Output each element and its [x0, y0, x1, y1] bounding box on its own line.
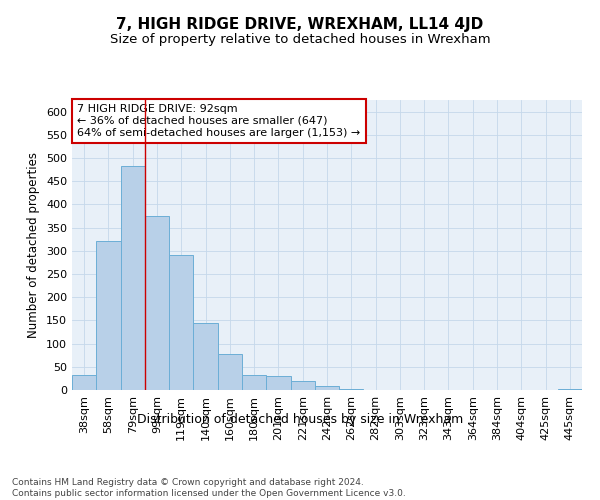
Bar — [121, 166, 145, 390]
Bar — [558, 389, 582, 390]
Bar — [242, 374, 266, 390]
Bar — [96, 240, 121, 390]
Text: Contains HM Land Registry data © Crown copyright and database right 2024.
Contai: Contains HM Land Registry data © Crown c… — [12, 478, 406, 498]
Text: 7, HIGH RIDGE DRIVE, WREXHAM, LL14 4JD: 7, HIGH RIDGE DRIVE, WREXHAM, LL14 4JD — [116, 18, 484, 32]
Bar — [72, 375, 96, 390]
Text: 7 HIGH RIDGE DRIVE: 92sqm
← 36% of detached houses are smaller (647)
64% of semi: 7 HIGH RIDGE DRIVE: 92sqm ← 36% of detac… — [77, 104, 361, 138]
Bar — [145, 216, 169, 390]
Bar — [315, 386, 339, 390]
Bar — [266, 376, 290, 390]
Text: Distribution of detached houses by size in Wrexham: Distribution of detached houses by size … — [137, 412, 463, 426]
Y-axis label: Number of detached properties: Number of detached properties — [28, 152, 40, 338]
Bar — [290, 381, 315, 390]
Text: Size of property relative to detached houses in Wrexham: Size of property relative to detached ho… — [110, 32, 490, 46]
Bar — [193, 322, 218, 390]
Bar — [339, 388, 364, 390]
Bar — [218, 354, 242, 390]
Bar — [169, 255, 193, 390]
